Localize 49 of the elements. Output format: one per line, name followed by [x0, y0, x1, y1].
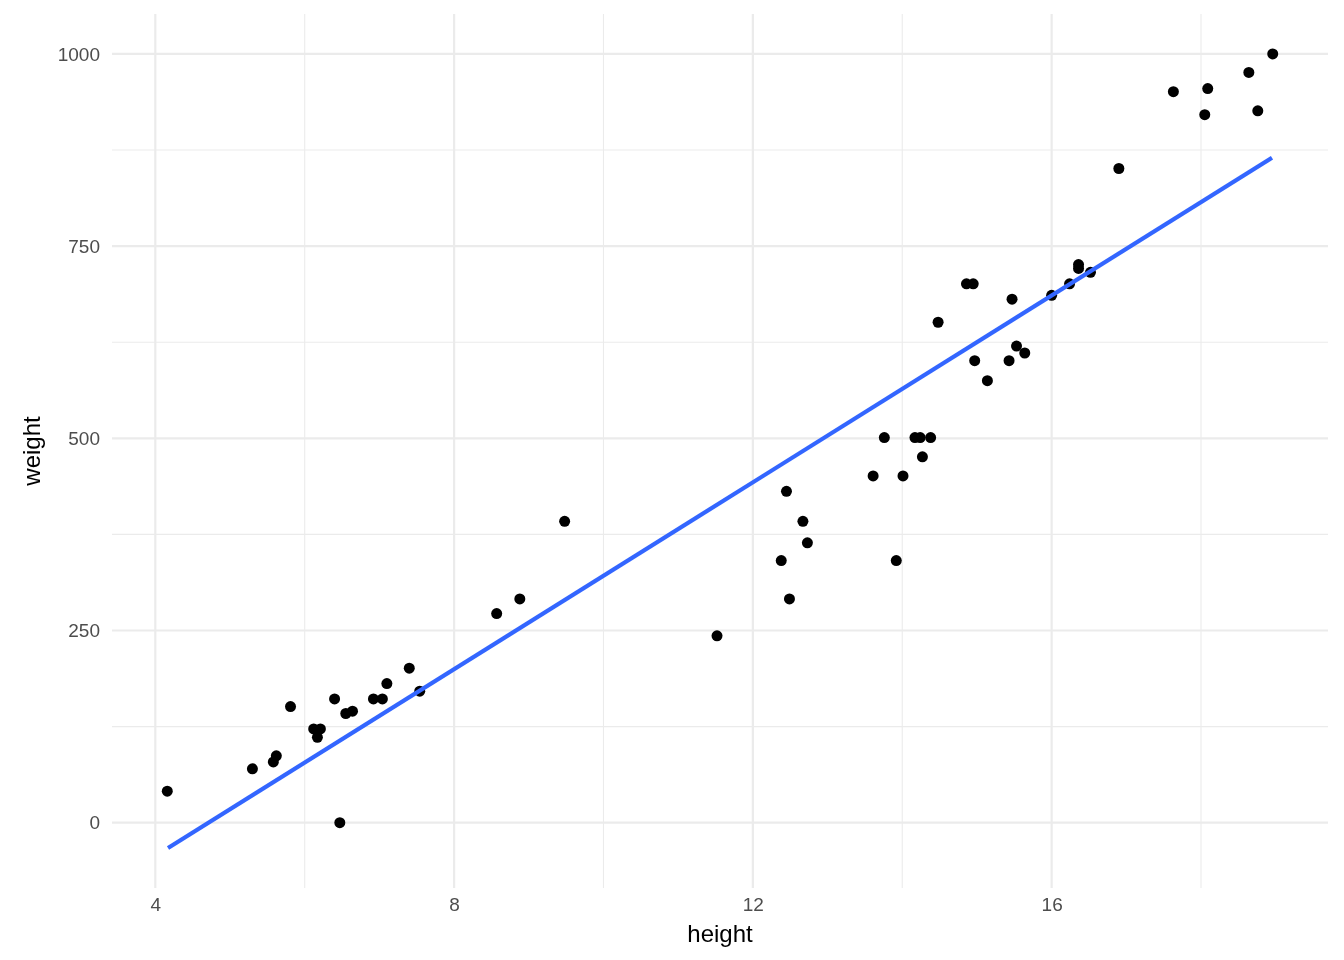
point [1202, 83, 1214, 95]
x-tick-label: 8 [449, 894, 460, 916]
point [780, 485, 792, 497]
point [925, 432, 937, 444]
x-tick-label: 4 [150, 894, 162, 916]
point [1011, 340, 1023, 352]
point [1113, 163, 1125, 174]
point [797, 515, 809, 527]
point [1006, 293, 1018, 305]
point [559, 515, 571, 527]
point [334, 817, 346, 829]
y-tick-label: 250 [68, 620, 100, 642]
point [916, 451, 928, 463]
point [897, 470, 909, 482]
point [775, 555, 787, 567]
x-axis-title: height [687, 920, 754, 947]
point [347, 705, 359, 717]
y-tick-label: 1000 [57, 43, 100, 65]
point [161, 785, 173, 797]
y-tick-label: 500 [68, 427, 100, 449]
x-tick-label: 16 [1041, 894, 1063, 916]
point [981, 375, 993, 387]
point [381, 678, 393, 690]
y-axis-title: weight [18, 415, 45, 487]
point [246, 763, 258, 775]
point [285, 701, 297, 713]
point [270, 750, 282, 762]
point [890, 555, 902, 567]
point [403, 662, 415, 674]
point [1003, 355, 1015, 367]
point [783, 593, 795, 605]
point [878, 432, 890, 444]
y-tick-label: 750 [68, 235, 100, 257]
point [491, 608, 503, 620]
point [711, 630, 723, 642]
point [1019, 347, 1031, 359]
point [969, 355, 981, 367]
point [1252, 105, 1264, 117]
point [801, 537, 813, 549]
point [514, 593, 526, 605]
point [932, 316, 944, 328]
y-tick-label: 0 [89, 812, 100, 834]
point [867, 470, 879, 482]
point [1243, 66, 1255, 78]
point [329, 693, 341, 705]
point [1267, 48, 1279, 60]
point [1199, 109, 1211, 121]
point [1167, 86, 1179, 98]
x-tick-label: 12 [742, 894, 764, 916]
